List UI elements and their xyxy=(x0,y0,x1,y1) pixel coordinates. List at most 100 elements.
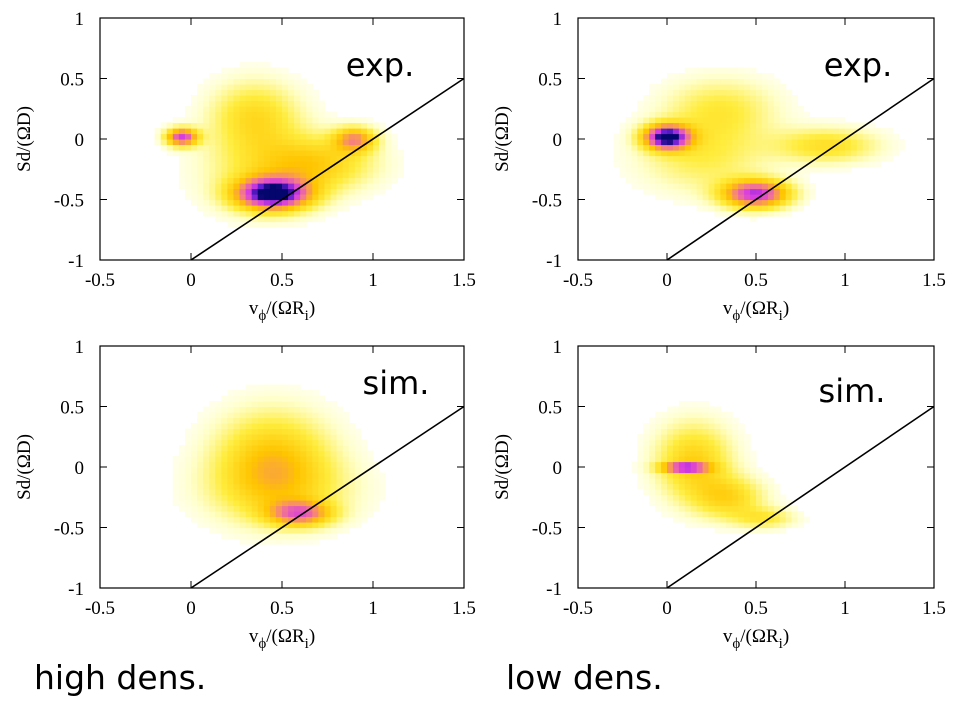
density-cell xyxy=(385,133,392,140)
density-cell xyxy=(655,417,662,424)
density-cell xyxy=(785,106,793,113)
density-cell xyxy=(714,133,721,140)
density-cell xyxy=(696,172,704,179)
density-cell xyxy=(678,106,686,113)
density-cell xyxy=(312,161,319,168)
density-cell xyxy=(197,489,204,496)
density-cell xyxy=(342,522,350,529)
density-cell xyxy=(306,188,313,195)
density-cell xyxy=(744,505,751,512)
density-cell xyxy=(655,84,662,91)
density-cell xyxy=(209,401,216,408)
density-cell xyxy=(215,527,222,534)
density-cell xyxy=(732,527,739,534)
density-cell xyxy=(661,95,668,102)
density-cell xyxy=(354,450,362,457)
density-cell xyxy=(336,128,344,135)
density-cell xyxy=(227,516,235,523)
x-axis-title-part: /(ΩR xyxy=(266,626,305,647)
density-cell xyxy=(197,423,204,430)
density-cell xyxy=(732,172,739,179)
density-cell xyxy=(263,489,271,496)
density-cell xyxy=(637,128,644,135)
density-cell xyxy=(239,467,247,474)
density-cell xyxy=(779,84,787,91)
density-cell xyxy=(251,505,259,512)
density-cell xyxy=(257,406,265,413)
density-cell xyxy=(275,199,283,206)
density-cell xyxy=(366,122,374,129)
density-cell xyxy=(203,89,210,96)
density-cell xyxy=(708,150,716,157)
density-cell xyxy=(294,84,301,91)
density-cell xyxy=(312,395,319,402)
density-cell xyxy=(178,456,186,463)
density-cell xyxy=(756,505,763,512)
density-cell xyxy=(227,221,235,228)
density-cell xyxy=(732,494,739,501)
density-cell xyxy=(324,527,332,534)
density-cell xyxy=(203,122,210,129)
density-cell xyxy=(756,150,763,157)
density-cell xyxy=(354,439,362,446)
density-cell xyxy=(172,456,180,463)
density-cell xyxy=(868,155,876,162)
density-cell xyxy=(696,450,704,457)
density-cell xyxy=(714,489,721,496)
density-cell xyxy=(619,172,627,179)
density-cell xyxy=(342,527,350,534)
density-cell xyxy=(215,522,222,529)
density-cell xyxy=(667,117,674,124)
density-cell xyxy=(178,478,186,485)
density-cell xyxy=(336,478,344,485)
density-cell xyxy=(649,155,656,162)
density-cell xyxy=(667,144,674,151)
density-cell xyxy=(233,172,241,179)
density-cell xyxy=(245,161,253,168)
density-cell xyxy=(696,161,704,168)
density-cell xyxy=(324,428,332,435)
density-cell xyxy=(684,401,692,408)
density-cell xyxy=(318,128,326,135)
density-cell xyxy=(263,384,271,391)
density-cell xyxy=(269,183,277,190)
density-cell xyxy=(306,133,313,140)
density-cell xyxy=(690,505,698,512)
density-cell xyxy=(785,511,793,518)
density-cell xyxy=(215,73,222,80)
density-cell xyxy=(197,172,204,179)
density-cell xyxy=(245,177,253,184)
density-cell xyxy=(275,439,283,446)
density-cell xyxy=(172,117,180,124)
density-cell xyxy=(342,445,350,452)
y-tick-label: 1 xyxy=(75,9,85,30)
density-cell xyxy=(880,128,888,135)
density-cell xyxy=(178,133,186,140)
density-cell xyxy=(209,527,216,534)
density-cell xyxy=(732,478,739,485)
density-cell xyxy=(197,511,204,518)
density-cell xyxy=(166,150,174,157)
density-cell xyxy=(756,172,763,179)
density-cell xyxy=(661,423,668,430)
density-cell xyxy=(667,511,674,518)
density-cell xyxy=(227,73,235,80)
density-cell xyxy=(696,505,704,512)
density-cell xyxy=(251,150,259,157)
density-cell xyxy=(708,516,716,523)
density-cell xyxy=(637,166,644,173)
density-cell xyxy=(366,117,374,124)
density-cell xyxy=(661,450,668,457)
density-cell xyxy=(756,100,763,107)
density-cell xyxy=(312,494,319,501)
density-cell xyxy=(874,139,882,146)
density-cell xyxy=(643,478,650,485)
density-cell xyxy=(263,106,271,113)
density-cell xyxy=(275,511,283,518)
density-cell xyxy=(696,177,704,184)
y-tick-label: -0.5 xyxy=(532,519,562,540)
density-cell xyxy=(227,450,235,457)
density-cell xyxy=(649,161,656,168)
density-cell xyxy=(348,166,356,173)
density-cell xyxy=(738,161,745,168)
